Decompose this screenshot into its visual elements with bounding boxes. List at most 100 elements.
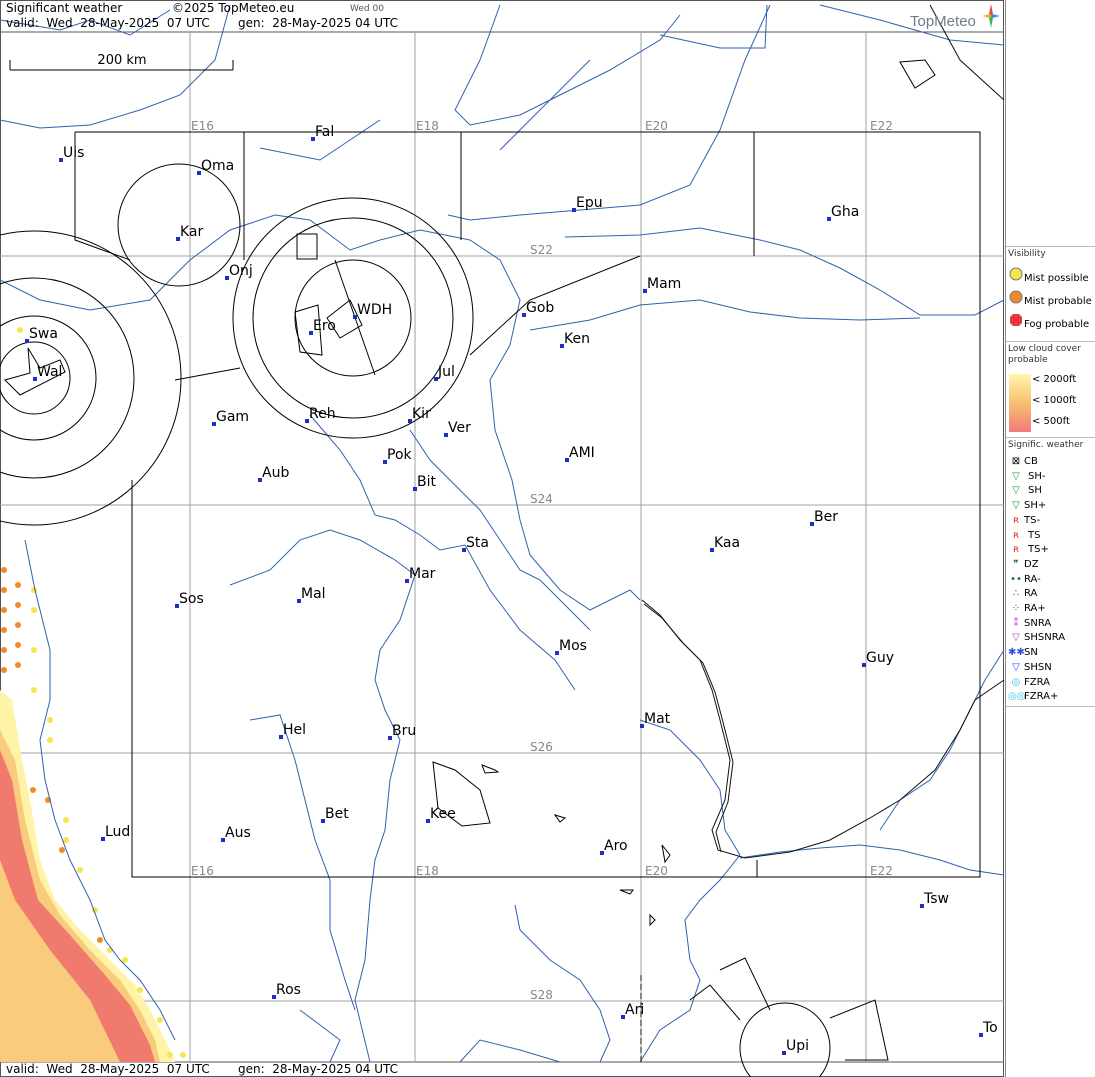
place-label-sta: Sta [466,535,489,551]
place-dot-aus [221,838,225,842]
legend-low-cloud-title: Low cloud cover probable [1008,344,1081,365]
place-label-hel: Hel [283,722,306,738]
legend-sigwx-sh: ▽ SH [1008,485,1042,499]
place-label-mat: Mat [644,711,671,727]
sigwx-tsplus-icon: ʀ [1012,544,1020,556]
place-dot-tsw [920,904,924,908]
mist-probable-icon [1008,290,1024,307]
legend-sigwx-fzraplus: ◎◎FZRA+ [1008,691,1058,705]
place-label-ber: Ber [814,509,838,525]
legend-sigwx-snra: ⁑ SNRA [1008,617,1052,632]
place-label-mar: Mar [409,566,436,582]
sigwx-label: CB [1024,456,1038,467]
place-label-fal: Fal [315,124,334,140]
place-label-ver: Ver [448,420,471,436]
place-dot-hel [279,735,283,739]
sigwx-ra-icon: ∴ [1012,588,1020,600]
place-label-to: To [982,1020,998,1036]
place-label-kir: Kir [412,406,431,422]
place-label-mos: Mos [559,638,587,654]
footer-generated-time: gen: 28-May-2025 04 UTC [238,1062,399,1076]
place-dot-ari [621,1015,625,1019]
place-label-ami: AMI [569,445,595,461]
place-label-uis: Uis [63,145,84,161]
place-dot-lud [101,837,105,841]
place-label-swa: Swa [29,326,58,342]
legend-sigwx-sn: ✱✱SN [1008,647,1038,661]
place-label-upi: Upi [786,1038,809,1054]
brand-logo: TopMeteo [910,13,976,30]
place-dot-ros [272,995,276,999]
sigwx-label: SH+ [1024,500,1047,512]
place-label-gob: Gob [526,300,554,316]
sigwx-sn-icon: ✱✱ [1008,647,1025,659]
airspace [0,59,981,1077]
sigwx-label: SNRA [1024,617,1052,629]
grid-label-s22: S22 [530,243,553,257]
grid-label-e18-top: E18 [416,119,439,133]
sigwx-dz-icon: ❞ [1013,558,1019,570]
borders [640,4,1005,1062]
sigwx-ts-icon: ʀ [1012,529,1020,541]
sigwx-label: TS+ [1028,544,1049,556]
place-label-onj: Onj [229,263,253,279]
legend-fog-probable: Fog probable [1008,313,1089,330]
legend-sigwx-shplus: ▽ SH+ [1008,500,1046,514]
grid-label-e16-top: E16 [191,119,214,133]
generated-time: gen: 28-May-2025 04 UTC [238,16,399,30]
sigwx-fzraplus-icon: ◎◎ [1008,691,1026,703]
place-dot-ver [444,433,448,437]
grid-label-e20-bottom: E20 [645,864,668,878]
place-dot-mar [405,579,409,583]
map-border [0,0,1004,1077]
place-label-pok: Pok [387,447,413,463]
place-dot-gob [522,313,526,317]
place-label-tsw: Tsw [923,891,949,907]
sigwx-shminus-icon: ▽ [1012,470,1020,482]
sigwx-label: FZRA [1024,676,1050,688]
sigwx-label: SH [1028,485,1042,497]
place-label-oma: Oma [201,158,234,174]
place-label-reh: Reh [309,406,336,422]
place-label-sos: Sos [179,591,204,607]
place-dot-ken [560,344,564,348]
place-dot-guy [862,663,866,667]
place-label-bet: Bet [325,806,349,822]
legend-mist-possible: Mist possible [1008,267,1089,284]
place-label-ero: Ero [313,318,336,334]
sigwx-snra-icon: ⁑ [1013,617,1019,629]
scale-label: 200 km [97,53,146,68]
place-dot-jul [434,377,438,381]
compass-logo-icon [982,4,1000,28]
place-dot-mam [643,289,647,293]
sigwx-raplus-icon: ⁘ [1011,603,1021,614]
place-dot-epu [572,208,576,212]
sigwx-shsnra-icon: ▽ [1012,632,1020,644]
place-dot-bit [413,487,417,491]
sigwx-shsn-icon: ▽ [1012,661,1020,673]
place-dot-gha [827,217,831,221]
day-tag: Wed 00 [350,4,384,14]
place-dot-fal [311,137,315,141]
grid-label-s28: S28 [530,988,553,1002]
place-dot-sos [175,604,179,608]
legend-sigwx-tsminus: ʀ TS- [1008,515,1040,529]
grid-label-e20-top: E20 [645,119,668,133]
legend-sigwx-ts: ʀ TS [1008,529,1041,544]
place-label-guy: Guy [866,650,894,666]
place-dot-reh [305,419,309,423]
legend-sigwx-shminus: ▽ SH- [1008,471,1045,485]
place-dot-swa [25,339,29,343]
place-markers: Uis Fal Oma Kar Onj Epu Gha Swa Wal Ero WDH Gob Mam K… [25,124,998,1055]
legend-end [1006,706,1095,707]
place-dot-kaa [710,548,714,552]
place-dot-bru [388,736,392,740]
place-dot-ber [810,522,814,526]
place-dot-kar [176,237,180,241]
place-label-bit: Bit [417,474,436,490]
place-label-aro: Aro [604,838,628,854]
grid-labels: E16 E18 E20 E22 E16 E18 E20 E22 S22 S24 … [191,119,893,1002]
place-dot-upi [782,1051,786,1055]
place-label-aus: Aus [225,825,251,841]
scale-bar [9,60,234,71]
